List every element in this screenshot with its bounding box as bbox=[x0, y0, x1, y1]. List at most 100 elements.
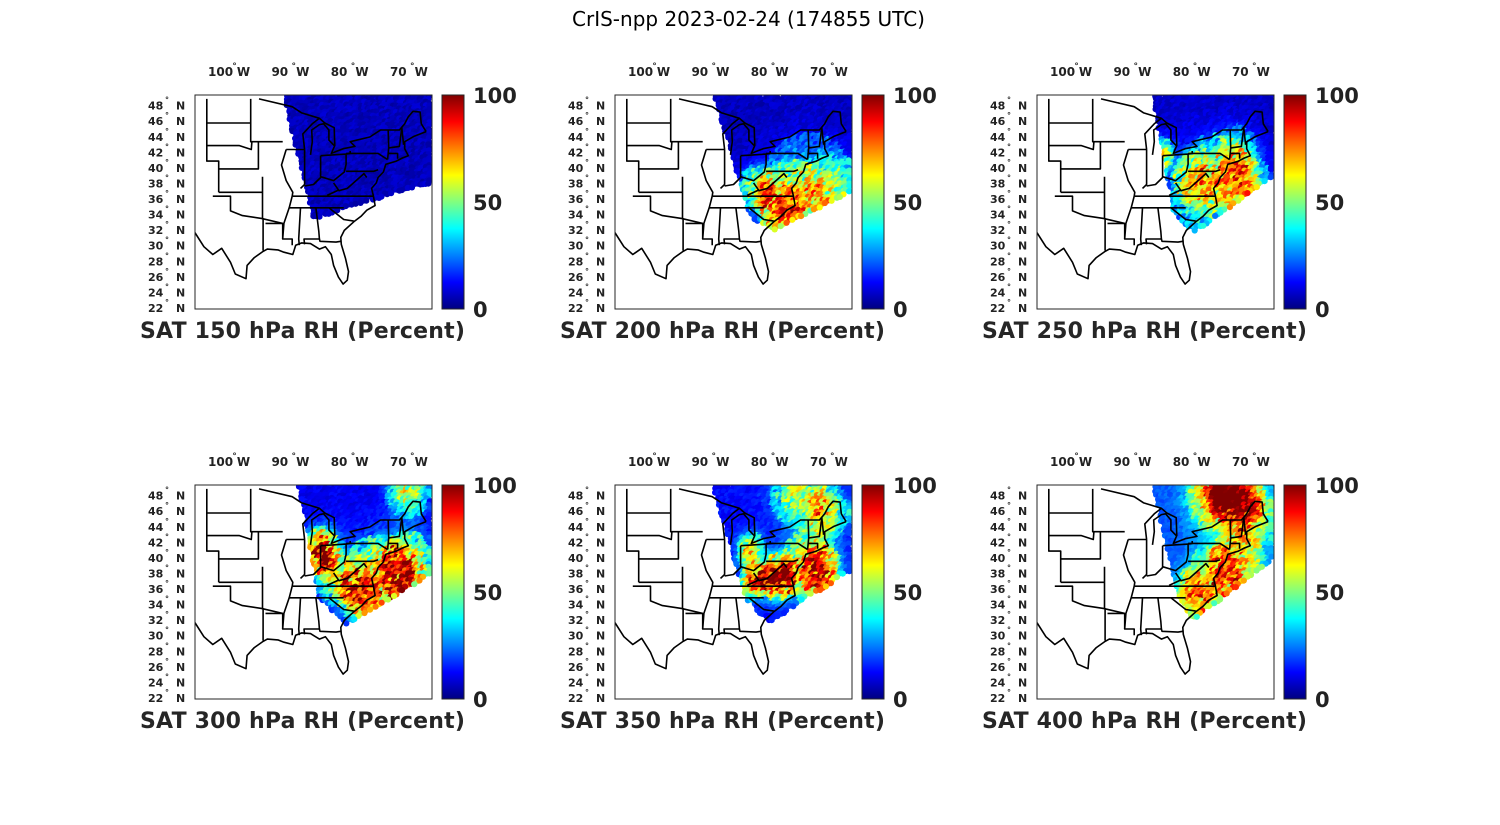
degree-mark: ° bbox=[585, 282, 589, 291]
lat-hemisphere: N bbox=[176, 146, 185, 159]
map-outlines bbox=[615, 98, 847, 285]
lat-label: 34 bbox=[148, 209, 164, 222]
lat-hemisphere: N bbox=[596, 271, 605, 284]
state-boundary bbox=[1170, 207, 1196, 222]
degree-mark: ° bbox=[165, 173, 169, 182]
lat-label: 44 bbox=[148, 131, 164, 144]
degree-mark: ° bbox=[232, 62, 237, 72]
state-boundary bbox=[724, 155, 742, 187]
state-boundary bbox=[807, 152, 819, 159]
lon-hemisphere: W bbox=[657, 65, 670, 79]
lon-hemisphere: W bbox=[415, 65, 428, 79]
lat-hemisphere: N bbox=[1018, 302, 1027, 315]
degree-mark: ° bbox=[585, 173, 589, 182]
lon-hemisphere: W bbox=[1197, 65, 1210, 79]
lat-label: 44 bbox=[990, 131, 1006, 144]
lon-hemisphere: W bbox=[237, 65, 250, 79]
panel-caption: SAT 250 hPa RH (Percent) bbox=[982, 319, 1308, 344]
state-boundary bbox=[1174, 172, 1210, 192]
state-boundary bbox=[249, 98, 283, 143]
lat-label: 42 bbox=[990, 146, 1005, 159]
state-boundary bbox=[678, 98, 847, 155]
state-boundary bbox=[821, 127, 825, 145]
degree-mark: ° bbox=[585, 267, 589, 276]
panel-caption: SAT 150 hPa RH (Percent) bbox=[140, 319, 466, 344]
state-boundary bbox=[1037, 130, 1269, 285]
lat-hemisphere: N bbox=[1018, 177, 1027, 190]
degree-mark: ° bbox=[1007, 282, 1011, 291]
lat-label: 32 bbox=[990, 224, 1005, 237]
colorbar bbox=[1283, 94, 1307, 310]
lat-label: 38 bbox=[568, 177, 583, 190]
rh-sample-dot bbox=[342, 203, 349, 210]
degree-mark: ° bbox=[652, 62, 657, 72]
degree-mark: ° bbox=[1007, 127, 1011, 136]
lon-hemisphere: W bbox=[775, 65, 788, 79]
degree-mark: ° bbox=[165, 189, 169, 198]
lat-hemisphere: N bbox=[1018, 224, 1027, 237]
lon-hemisphere: W bbox=[355, 65, 368, 79]
lat-label: 36 bbox=[990, 193, 1006, 206]
panel-caption: SAT 200 hPa RH (Percent) bbox=[560, 319, 886, 344]
lat-label: 42 bbox=[148, 146, 163, 159]
lat-hemisphere: N bbox=[176, 162, 185, 175]
rh-sample-dot bbox=[1191, 227, 1198, 234]
state-boundary bbox=[738, 238, 761, 243]
lon-label: 80 bbox=[331, 65, 348, 79]
lat-hemisphere: N bbox=[176, 224, 185, 237]
state-boundary bbox=[206, 98, 220, 193]
lat-hemisphere: N bbox=[176, 286, 185, 299]
state-boundary bbox=[1048, 141, 1095, 151]
degree-mark: ° bbox=[585, 142, 589, 151]
rh-sample-dot bbox=[1212, 212, 1219, 219]
lat-hemisphere: N bbox=[1018, 115, 1027, 128]
state-boundary bbox=[212, 195, 264, 251]
state-boundary bbox=[302, 117, 320, 150]
degree-mark: ° bbox=[1252, 62, 1257, 72]
lat-hemisphere: N bbox=[176, 271, 185, 284]
state-boundary bbox=[752, 172, 788, 192]
lat-label: 40 bbox=[990, 162, 1006, 175]
lat-hemisphere: N bbox=[1018, 286, 1027, 299]
degree-mark: ° bbox=[830, 62, 835, 72]
degree-mark: ° bbox=[1074, 62, 1079, 72]
rh-sample-dot bbox=[816, 204, 823, 211]
lat-hemisphere: N bbox=[1018, 209, 1027, 222]
colorbar-tick-label: 0 bbox=[473, 298, 488, 322]
state-boundary bbox=[615, 130, 847, 285]
axes-frame bbox=[614, 94, 853, 310]
lat-hemisphere: N bbox=[176, 209, 185, 222]
colorbar bbox=[861, 94, 885, 310]
state-boundary bbox=[1146, 155, 1164, 187]
state-boundary bbox=[320, 153, 347, 182]
rh-sample-dot bbox=[1200, 222, 1207, 229]
rh-sample-dot bbox=[357, 199, 364, 206]
degree-mark: ° bbox=[165, 111, 169, 120]
lat-label: 28 bbox=[568, 255, 583, 268]
panel-200hpa: 100 ° W 90 ° W 80 ° W 70 ° W 48 ° N 46 ° N 44 ° N 42 ° N 40 ° N 38 °… bbox=[560, 60, 960, 360]
lat-label: 38 bbox=[990, 177, 1005, 190]
lat-label: 28 bbox=[148, 255, 163, 268]
rh-sample-dot bbox=[777, 223, 784, 230]
rh-sample-dot bbox=[425, 180, 432, 187]
state-boundary bbox=[195, 130, 427, 285]
lon-hemisphere: W bbox=[1079, 65, 1092, 79]
rh-sample-dot bbox=[408, 184, 416, 191]
lat-hemisphere: N bbox=[1018, 240, 1027, 253]
lon-label: 90 bbox=[691, 65, 708, 79]
lon-label: 80 bbox=[1173, 65, 1190, 79]
state-boundary bbox=[304, 155, 322, 187]
state-boundary bbox=[1160, 238, 1183, 243]
lat-hemisphere: N bbox=[1018, 131, 1027, 144]
lat-label: 46 bbox=[568, 115, 584, 128]
colorbar-tick-label: 0 bbox=[893, 298, 908, 322]
lat-label: 38 bbox=[148, 177, 163, 190]
state-boundary bbox=[318, 238, 341, 243]
lat-hemisphere: N bbox=[596, 100, 605, 113]
state-boundary bbox=[1144, 117, 1162, 150]
lat-hemisphere: N bbox=[176, 131, 185, 144]
lon-label: 90 bbox=[1113, 65, 1130, 79]
state-boundary bbox=[1091, 98, 1125, 143]
state-boundary bbox=[700, 149, 714, 240]
panel-graphic: 100 ° W 90 ° W 80 ° W 70 ° W48 ° N46 ° N44 ° N42 ° N40 ° N38 °… bbox=[148, 62, 517, 322]
